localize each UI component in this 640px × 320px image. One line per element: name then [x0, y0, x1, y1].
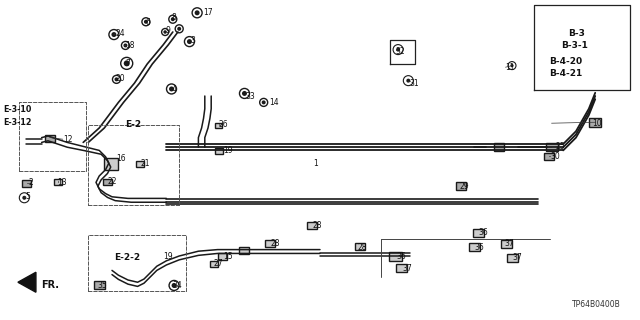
Text: 1: 1 [314, 159, 318, 168]
Bar [215, 148, 223, 154]
Text: 22: 22 [108, 177, 117, 186]
Text: B-4-20: B-4-20 [549, 57, 582, 66]
Text: 13: 13 [58, 178, 67, 187]
Circle shape [124, 44, 127, 47]
Circle shape [169, 86, 174, 92]
Bar [103, 179, 112, 185]
Bar [216, 123, 222, 128]
Text: E-2-2: E-2-2 [114, 253, 140, 262]
Text: 32: 32 [396, 47, 405, 56]
Text: 5: 5 [26, 192, 31, 201]
Text: B-3: B-3 [568, 29, 585, 38]
Bar [265, 240, 275, 247]
Text: 18: 18 [125, 41, 135, 50]
Text: 8: 8 [172, 13, 176, 22]
Text: 37: 37 [512, 253, 522, 262]
Text: 3: 3 [191, 36, 196, 45]
Text: 14: 14 [269, 98, 278, 107]
Bar [469, 243, 481, 251]
Text: 4: 4 [172, 85, 177, 94]
Text: B-4-21: B-4-21 [549, 69, 582, 78]
Text: 34: 34 [173, 281, 182, 290]
Circle shape [22, 196, 26, 200]
Bar [307, 222, 317, 229]
Bar [546, 143, 557, 151]
Text: 17: 17 [204, 8, 213, 17]
Bar [136, 161, 143, 167]
Text: FR.: FR. [42, 280, 60, 291]
Text: 25: 25 [556, 142, 565, 151]
Circle shape [171, 17, 175, 21]
Bar [389, 252, 402, 260]
Circle shape [511, 64, 514, 67]
Text: 21: 21 [141, 159, 150, 168]
Circle shape [177, 27, 181, 31]
Text: 11: 11 [506, 63, 515, 72]
Bar [93, 282, 105, 289]
Text: 16: 16 [116, 154, 126, 163]
Circle shape [262, 100, 266, 104]
Circle shape [115, 77, 118, 81]
Text: 29: 29 [460, 182, 469, 191]
Bar [544, 153, 554, 160]
Circle shape [163, 30, 167, 34]
Text: 6: 6 [146, 18, 151, 27]
Bar [54, 179, 61, 185]
Circle shape [242, 91, 247, 96]
Text: 19: 19 [223, 146, 232, 155]
Bar [501, 240, 513, 248]
Text: 28: 28 [357, 243, 367, 252]
Bar [22, 180, 31, 187]
Circle shape [195, 10, 200, 15]
Text: 12: 12 [63, 135, 72, 144]
Bar [494, 143, 504, 151]
Text: 9: 9 [165, 26, 170, 35]
Text: 27: 27 [214, 260, 223, 268]
Bar [473, 229, 484, 237]
Circle shape [406, 79, 410, 83]
Bar [45, 135, 55, 142]
Circle shape [144, 20, 148, 24]
Text: E-3-12: E-3-12 [3, 118, 32, 127]
Bar [396, 264, 408, 272]
Text: 19: 19 [163, 252, 173, 261]
Circle shape [396, 48, 400, 52]
Text: 28: 28 [270, 239, 280, 248]
Text: 36: 36 [397, 252, 406, 261]
Text: B-3-1: B-3-1 [561, 41, 588, 50]
Circle shape [172, 283, 177, 288]
Bar [239, 247, 250, 254]
Text: 33: 33 [246, 92, 255, 101]
Text: 2: 2 [28, 178, 33, 187]
Text: 36: 36 [475, 243, 484, 252]
Text: 31: 31 [410, 79, 419, 88]
Bar [104, 158, 118, 170]
Bar [355, 243, 365, 250]
Circle shape [124, 60, 130, 66]
Bar [218, 253, 227, 260]
Text: 35: 35 [97, 281, 107, 290]
Text: 37: 37 [402, 264, 412, 273]
Text: 7: 7 [125, 60, 131, 68]
Circle shape [111, 32, 116, 37]
Text: TP64B0400B: TP64B0400B [572, 300, 621, 309]
Text: E-2: E-2 [125, 120, 141, 129]
Text: 10: 10 [592, 119, 602, 128]
Text: E-3-10: E-3-10 [3, 105, 31, 114]
Text: 28: 28 [312, 221, 322, 230]
Bar [211, 261, 218, 267]
Text: 24: 24 [115, 29, 125, 38]
Text: 15: 15 [223, 252, 232, 261]
Text: 20: 20 [115, 74, 125, 83]
Text: 36: 36 [479, 228, 488, 237]
Bar [506, 253, 518, 262]
Text: 26: 26 [219, 120, 228, 129]
Bar [589, 118, 601, 127]
Polygon shape [18, 272, 36, 292]
Bar [456, 182, 466, 190]
Text: 30: 30 [550, 152, 560, 161]
Text: 37: 37 [504, 239, 514, 248]
Circle shape [187, 39, 192, 44]
